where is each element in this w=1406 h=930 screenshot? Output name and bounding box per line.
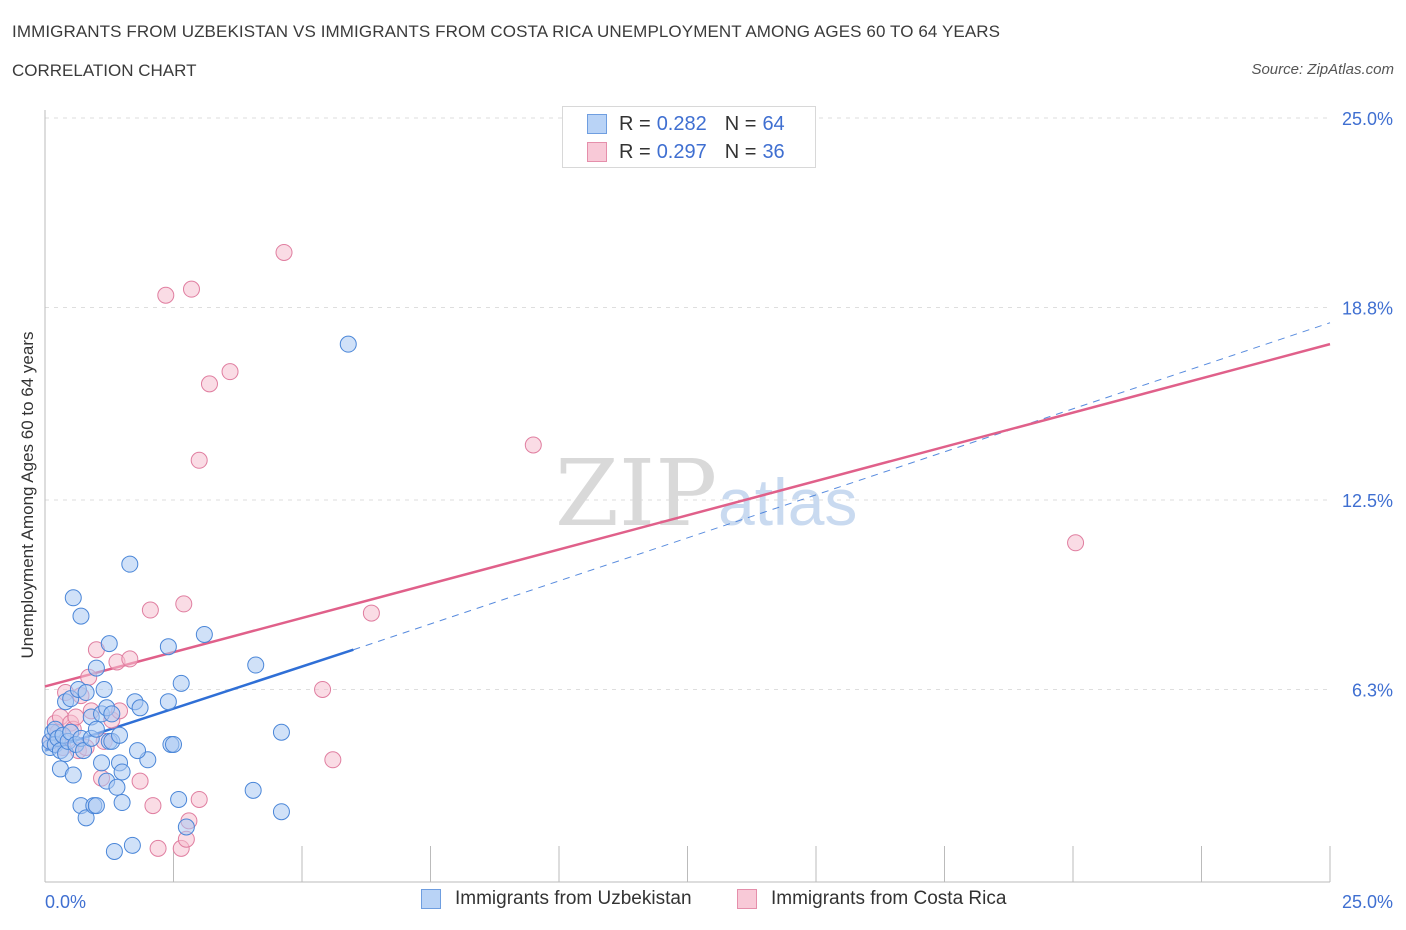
- legend-item-uzbekistan: Immigrants from Uzbekistan: [421, 888, 692, 910]
- x-tick-label: 25.0%: [1342, 892, 1393, 912]
- costa-rica-point: [362, 604, 380, 622]
- uzbekistan-point: [195, 625, 213, 643]
- uzbekistan-point: [77, 684, 95, 702]
- uzbekistan-point: [247, 656, 265, 674]
- watermark-zip: ZIP: [555, 440, 717, 547]
- uzbekistan-point: [339, 335, 357, 353]
- costa-rica-point: [200, 375, 218, 393]
- uzbekistan-point: [131, 699, 149, 717]
- costa-rica-point: [157, 286, 175, 304]
- uzbekistan-points: [41, 335, 357, 860]
- gridlines: [45, 117, 1330, 690]
- uzbekistan-point: [87, 797, 105, 815]
- costa-rica-point: [524, 436, 542, 454]
- stats-legend: R = 0.282 N = 64 R = 0.297 N = 36: [562, 106, 816, 168]
- costa-rica-point: [141, 601, 159, 619]
- y-tick-label: 6.3%: [1352, 680, 1393, 700]
- legend-r-value: 0.282: [656, 112, 707, 135]
- uzbekistan-point: [170, 790, 188, 808]
- uzbekistan-point: [95, 680, 113, 698]
- uzbekistan-point: [64, 589, 82, 607]
- legend-swatch-pink: [587, 142, 607, 162]
- uzbekistan-point: [129, 742, 147, 760]
- legend-r-label: R =: [619, 140, 651, 163]
- uzbekistan-point: [165, 735, 182, 753]
- chart-subtitle: CORRELATION CHART: [12, 61, 197, 80]
- costa-rica-point: [190, 451, 208, 469]
- uzbekistan-point: [93, 754, 111, 772]
- legend-row-uzbekistan: R = 0.282 N = 64: [587, 111, 785, 137]
- legend-row-costa-rica: R = 0.297 N = 36: [587, 139, 785, 165]
- costa-rica-point: [190, 790, 208, 808]
- costa-rica-point: [182, 280, 200, 298]
- legend-n-value: 64: [762, 112, 785, 135]
- costa-rica-point: [144, 797, 162, 815]
- costa-rica-point: [1067, 534, 1085, 552]
- uzbekistan-point: [105, 842, 123, 860]
- legend-swatch-pink: [737, 889, 757, 909]
- tick-labels: 6.3% 12.5% 18.8% 25.0% 0.0% 25.0%: [45, 109, 1393, 912]
- y-axis-label: Unemployment Among Ages 60 to 64 years: [18, 331, 37, 659]
- uzbekistan-point: [108, 778, 126, 796]
- legend-n-label: N =: [724, 140, 757, 163]
- legend-n-value: 36: [762, 140, 785, 163]
- x-tick-label: 0.0%: [45, 892, 86, 912]
- y-tick-label: 18.8%: [1342, 298, 1393, 318]
- uzbekistan-point: [172, 674, 190, 692]
- uzbekistan-point: [113, 794, 131, 812]
- costa-rica-point: [324, 751, 342, 769]
- y-tick-label: 12.5%: [1342, 491, 1393, 511]
- uzbekistan-point: [100, 635, 118, 653]
- chart-title: IMMIGRANTS FROM UZBEKISTAN VS IMMIGRANTS…: [12, 22, 1001, 41]
- costa-rica-point: [175, 595, 193, 613]
- uzbekistan-point: [77, 809, 95, 827]
- legend-swatch-blue: [587, 114, 607, 134]
- source-credit: Source: ZipAtlas.com: [1251, 61, 1394, 78]
- uzbekistan-point: [87, 659, 105, 677]
- legend-r-label: R =: [619, 112, 651, 135]
- uzbekistan-point: [103, 705, 121, 723]
- uzbekistan-point: [72, 607, 90, 625]
- costa-rica-point: [314, 680, 332, 698]
- costa-rica-point: [221, 363, 239, 381]
- costa-rica-point: [149, 839, 167, 857]
- uzbekistan-point: [159, 693, 177, 711]
- uzbekistan-point: [272, 723, 290, 741]
- legend-n-label: N =: [724, 112, 757, 135]
- axes: [44, 110, 1331, 883]
- legend-r-value: 0.297: [656, 140, 707, 163]
- watermark: ZIP atlas: [555, 440, 857, 547]
- costa-rica-point: [121, 650, 139, 668]
- uzbekistan-point: [75, 742, 93, 760]
- uzbekistan-point: [87, 720, 105, 738]
- legend-label-costa-rica: Immigrants from Costa Rica: [771, 888, 1007, 909]
- uzbekistan-point: [272, 803, 290, 821]
- costa-rica-point: [275, 243, 293, 261]
- costa-rica-point: [131, 772, 149, 790]
- uzbekistan-point: [123, 836, 141, 854]
- uzbekistan-point: [159, 638, 177, 656]
- y-tick-label: 25.0%: [1342, 109, 1393, 129]
- legend-label-uzbekistan: Immigrants from Uzbekistan: [455, 888, 692, 909]
- uzbekistan-point: [121, 555, 139, 573]
- uzbekistan-point: [244, 781, 262, 799]
- uzbekistan-point: [64, 766, 82, 784]
- costa-rica-points: [41, 243, 1085, 857]
- uzbekistan-point: [111, 726, 129, 744]
- costa-rica-trend-line: [44, 342, 1331, 688]
- costa-rica-point: [67, 708, 85, 726]
- uzbekistan-point: [113, 763, 131, 781]
- legend-swatch-blue: [421, 889, 441, 909]
- legend-item-costa-rica: Immigrants from Costa Rica: [737, 888, 1006, 910]
- uzbekistan-trend-extension: [353, 322, 1331, 651]
- uzbekistan-point: [177, 818, 195, 836]
